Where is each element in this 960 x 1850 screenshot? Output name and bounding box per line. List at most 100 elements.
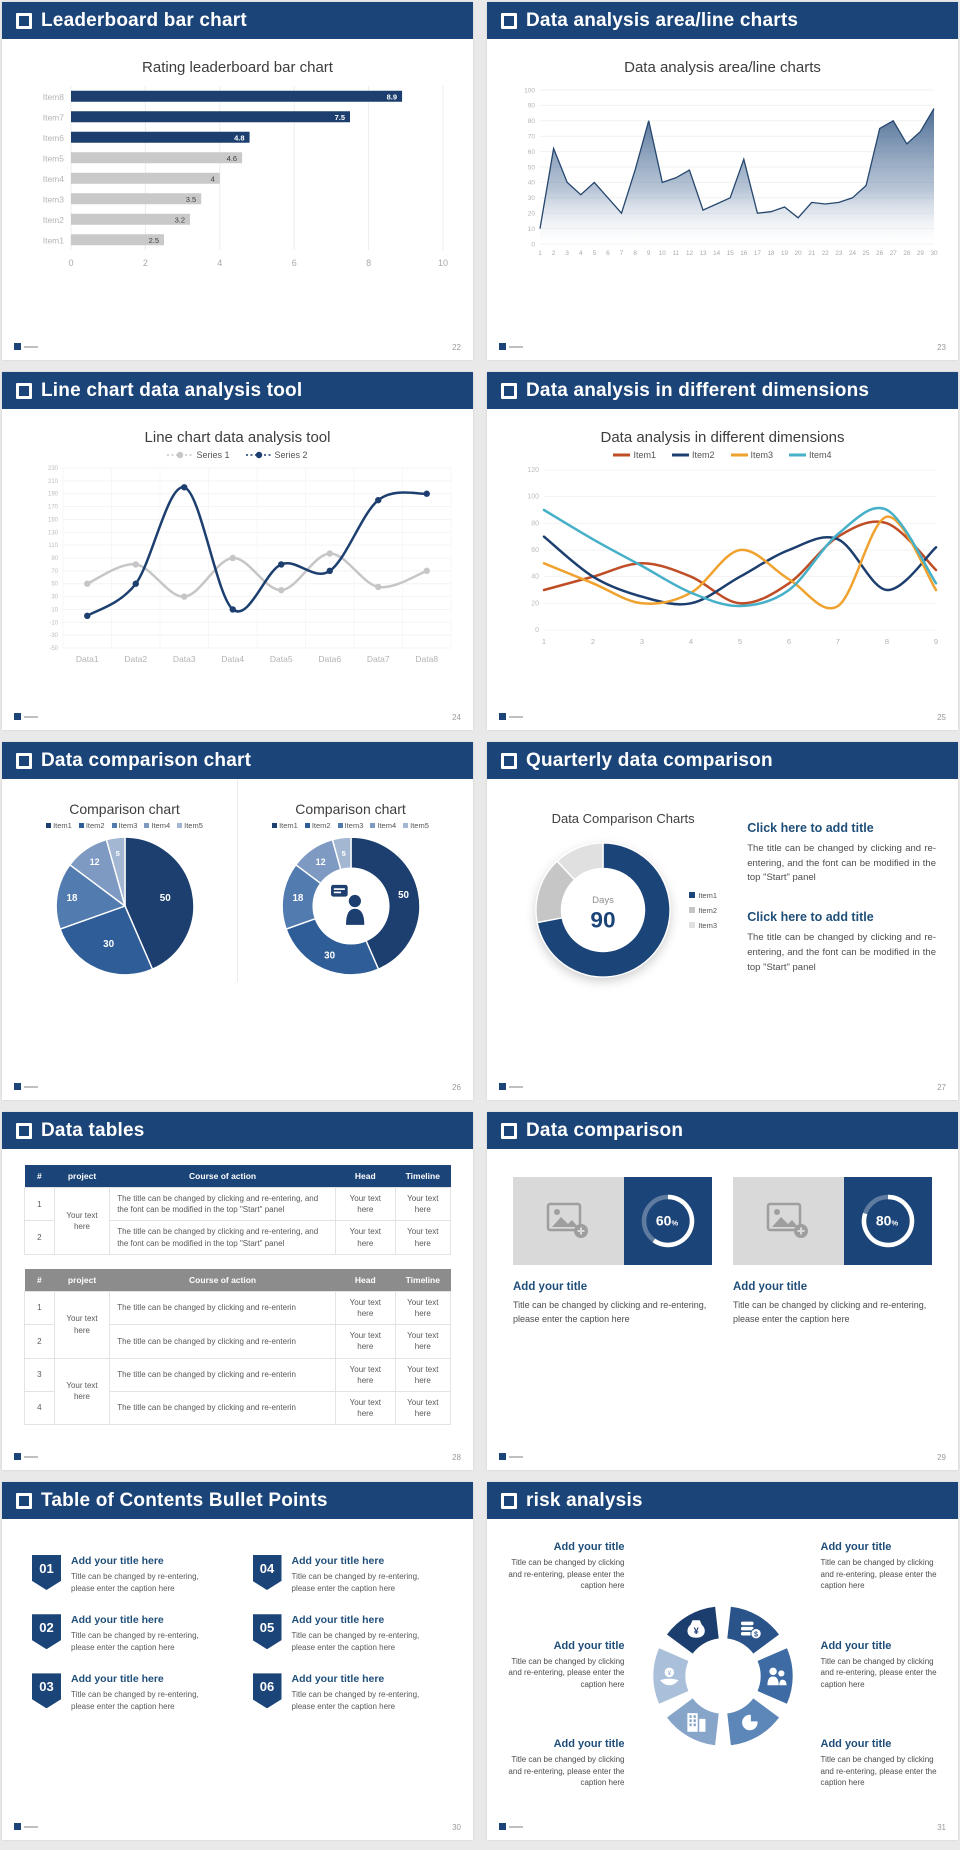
table-cell: The title can be changed by clicking and… <box>109 1357 336 1392</box>
table-cell: Your text here <box>394 1186 452 1222</box>
svg-text:Item8: Item8 <box>42 92 64 102</box>
toc-item: 01 Add your title here Title can be change… <box>32 1555 223 1594</box>
page-number: 22 <box>452 343 461 352</box>
chart-svg: 80% <box>861 1194 915 1248</box>
table-row: 3 Your text here The title can be changed … <box>24 1357 452 1426</box>
block-title: Click here to add title <box>747 821 874 835</box>
brand-logo <box>14 713 38 720</box>
svg-text:19: 19 <box>781 250 789 257</box>
table-row: 4 The title can be changed by clicking an… <box>24 1390 452 1426</box>
toc-item: 04 Add your title here Title can be change… <box>252 1555 444 1594</box>
slide-quarterly-comparison[interactable]: Quarterly data comparison Data Compariso… <box>487 742 958 1100</box>
square-bullet-icon <box>16 12 32 29</box>
legend-item: Item4 <box>789 450 832 460</box>
square-bullet-icon <box>501 1122 517 1139</box>
toc-item-title: Add your title here <box>291 1614 385 1627</box>
svg-text:40: 40 <box>531 574 539 581</box>
table-row: 2 The title can be changed by clicking an… <box>24 1220 452 1255</box>
slide-risk-analysis[interactable]: risk analysis Add your title Title can be… <box>487 1482 958 1840</box>
svg-text:21: 21 <box>808 250 816 257</box>
table-header-cell: Timeline <box>395 1165 451 1188</box>
pie-icon <box>741 1713 759 1731</box>
comparison-card: 80% Add your title Title can be changed … <box>732 1177 932 1326</box>
svg-text:8.9: 8.9 <box>386 92 396 101</box>
svg-text:100: 100 <box>527 494 539 501</box>
svg-text:30: 30 <box>51 595 58 601</box>
chart-title: Data analysis area/line charts <box>624 59 821 76</box>
svg-text:Data3: Data3 <box>172 654 195 664</box>
svg-text:14: 14 <box>713 250 721 257</box>
svg-text:10: 10 <box>51 607 58 613</box>
chart-legend: Item1 Item2 Item3 Item4 Item5 <box>238 821 463 830</box>
slide-toc-bullets[interactable]: Table of Contents Bullet Points 01 Add yo… <box>2 1482 473 1840</box>
table-header-cell: Timeline <box>395 1268 451 1292</box>
svg-text:15: 15 <box>726 250 734 257</box>
slide-header: Data comparison <box>487 1112 958 1149</box>
chart-legend: Series 1 Series 2 <box>2 450 473 460</box>
slide-header-title: Quarterly data comparison <box>526 749 773 771</box>
text-block: Click here to add title The title can be… <box>747 821 936 886</box>
legend-item: Item1 <box>46 821 72 830</box>
slide-data-comparison-cards[interactable]: Data comparison <box>487 1112 958 1470</box>
table-cell: 2 <box>24 1324 55 1359</box>
toc-number-badge: 03 <box>32 1673 61 1709</box>
svg-text:Data2: Data2 <box>124 654 147 664</box>
toc-grid: 01 Add your title here Title can be change… <box>2 1519 473 1713</box>
legend-item: Item3 <box>111 821 137 830</box>
svg-text:60%: 60% <box>656 1213 679 1229</box>
table-cell: Your text here <box>394 1390 452 1426</box>
image-placeholder <box>513 1177 624 1265</box>
svg-text:0: 0 <box>535 627 539 634</box>
table-cell: 3 <box>24 1357 55 1392</box>
brand-logo <box>499 343 523 350</box>
slide-data-tables[interactable]: Data tables # project Course of action Head… <box>2 1112 473 1470</box>
svg-text:12: 12 <box>685 250 693 257</box>
svg-text:1: 1 <box>538 250 542 257</box>
svg-text:Item6: Item6 <box>42 133 64 143</box>
card-body: Title can be changed by clicking and re-… <box>732 1300 927 1324</box>
image-placeholder-icon <box>767 1202 809 1238</box>
svg-text:60: 60 <box>527 149 535 156</box>
svg-text:12: 12 <box>89 857 99 867</box>
risk-text-block: Add your title Title can be changed by cl… <box>821 1738 945 1789</box>
svg-text:9: 9 <box>646 250 650 257</box>
svg-text:5: 5 <box>592 250 596 257</box>
toc-number-badge: 05 <box>252 1614 282 1650</box>
card-title: Add your title <box>513 1281 588 1293</box>
svg-text:Data8: Data8 <box>415 654 438 664</box>
legend-item: Item4 <box>144 821 170 830</box>
slide-leaderboard-bar-chart[interactable]: Leaderboard bar chart Rating leaderboard… <box>2 2 473 360</box>
legend-label: Item5 <box>410 821 429 830</box>
legend-label: Item3 <box>750 450 774 460</box>
toc-number-badge: 04 <box>252 1555 282 1590</box>
svg-text:9: 9 <box>933 637 937 646</box>
svg-text:50: 50 <box>398 890 409 901</box>
legend-item: Item5 <box>403 821 429 830</box>
table-cell: Your text here <box>394 1324 452 1359</box>
slide-header-title: Data comparison <box>526 1119 684 1141</box>
svg-text:50: 50 <box>527 164 535 171</box>
slide-line-chart-tool[interactable]: Line chart data analysis tool Line chart… <box>2 372 473 730</box>
table-cell: Your text here <box>53 1357 111 1426</box>
slide-dimensions[interactable]: Data analysis in different dimensions Da… <box>487 372 958 730</box>
pinwheel-diagram: ¥ $ ¥ <box>625 1533 821 1819</box>
svg-text:Item3: Item3 <box>42 194 64 204</box>
legend-label: Item3 <box>344 821 364 830</box>
svg-text:90: 90 <box>591 907 616 932</box>
slide-header: Line chart data analysis tool <box>2 372 473 409</box>
toc-number-badge: 01 <box>32 1555 61 1590</box>
svg-text:130: 130 <box>47 530 58 536</box>
svg-text:5: 5 <box>115 849 120 858</box>
progress-ring-60: 60% <box>636 1189 700 1253</box>
svg-text:70: 70 <box>527 134 535 141</box>
slide-header: Table of Contents Bullet Points <box>2 1482 473 1519</box>
legend-item: Item5 <box>177 821 203 830</box>
svg-text:20: 20 <box>531 600 539 607</box>
table-cell: Your text here <box>53 1290 111 1359</box>
table-cell: The title can be changed by clicking and… <box>109 1186 336 1222</box>
slide-area-line-charts[interactable]: Data analysis area/line charts Data anal… <box>487 2 958 360</box>
page-number: 28 <box>452 1453 461 1462</box>
slide-comparison-pies[interactable]: Data comparison chart Comparison chart I… <box>2 742 473 1100</box>
svg-text:6: 6 <box>786 637 790 646</box>
